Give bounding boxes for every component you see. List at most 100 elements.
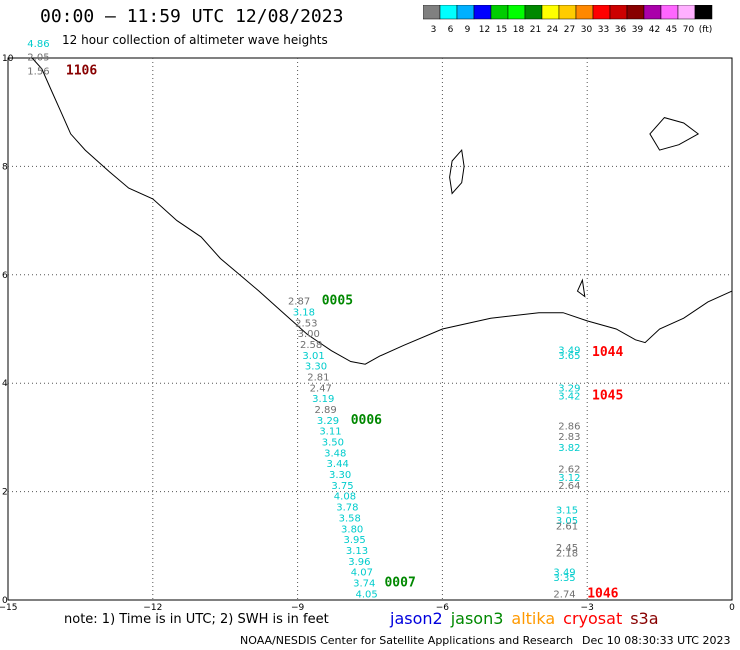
- wave-height-label: 2.61: [556, 522, 578, 533]
- y-tick-label: 10: [2, 54, 14, 64]
- wave-height-label: 2.81: [307, 372, 329, 383]
- wave-height-label: 3.00: [298, 329, 320, 340]
- wave-height-label: 3.75: [331, 481, 353, 492]
- y-tick-label: 8: [2, 162, 8, 172]
- wave-height-label: 3.15: [556, 505, 578, 516]
- wave-height-label: 3.49: [553, 568, 575, 579]
- colorbar-label: 24: [547, 25, 559, 35]
- wave-height-label: 4.07: [351, 568, 373, 579]
- lake-outline: [449, 148, 465, 195]
- colorbar-label: 70: [683, 25, 695, 35]
- wave-height-label: 3.65: [558, 351, 580, 362]
- colorbar-label: 21: [530, 25, 541, 35]
- timestamp-footer: Dec 10 08:30:33 UTC 2023: [582, 634, 731, 647]
- wave-height-label: 3.96: [348, 557, 370, 568]
- wave-height-label: 3.19: [312, 394, 334, 405]
- x-tick-label: −9: [291, 603, 305, 610]
- satellite-legend: jason2 jason3 altika cryosat s3a: [390, 609, 667, 628]
- y-tick-label: 0: [2, 596, 8, 606]
- wave-height-label: 3.18: [293, 307, 315, 318]
- wave-height-label: 3.11: [319, 427, 341, 438]
- wave-height-colorbar: 3 6 9 12 15 18 21 24 27 30 33 36 39 42 45 70 (ft): [423, 5, 713, 35]
- map-frame: [7, 57, 733, 601]
- wave-height-label: 2.64: [558, 481, 580, 492]
- wave-height-label: 1.56: [27, 66, 49, 77]
- pass-time-label: 1044: [592, 345, 623, 360]
- y-tick-label: 6: [2, 271, 8, 281]
- wave-height-label: 2.83: [558, 432, 580, 443]
- colorbar-label: 33: [598, 25, 609, 35]
- colorbar-label: 36: [615, 25, 627, 35]
- map-title: 00:00 – 11:59 UTC 12/08/2023: [40, 6, 344, 27]
- wave-height-label: 3.01: [302, 351, 324, 362]
- wave-height-label: 3.05: [556, 516, 578, 527]
- pass-time-label: 1106: [66, 63, 97, 78]
- wave-height-label: 3.42: [558, 391, 580, 402]
- satellite-legend-item: altika: [511, 609, 556, 628]
- wave-height-label: 3.12: [558, 473, 580, 484]
- satellite-legend-item: jason2: [390, 609, 443, 628]
- colorbar-label: 30: [581, 25, 593, 35]
- satellite-legend-item: jason3: [450, 609, 504, 628]
- colorbar-label: 9: [465, 25, 471, 35]
- wave-height-label: 3.35: [553, 573, 575, 584]
- colorbar-label: 42: [649, 25, 660, 35]
- lake-outline: [576, 278, 586, 298]
- colorbar-label: (ft): [699, 25, 713, 35]
- wave-height-label: 2.74: [553, 589, 575, 600]
- colorbar-label: 3: [431, 25, 437, 35]
- wave-height-label: 2.86: [558, 421, 580, 432]
- colorbar-label: 12: [479, 25, 490, 35]
- wave-height-label: 3.29: [558, 383, 580, 394]
- wave-height-label: 2.53: [295, 318, 317, 329]
- colorbar-label: 39: [632, 25, 644, 35]
- wave-height-label: 4.08: [334, 492, 356, 503]
- x-tick-label: 0: [729, 603, 735, 610]
- wave-height-label: 2.05: [27, 53, 49, 64]
- wave-height-label: 3.30: [329, 470, 351, 481]
- colorbar-label: 18: [513, 25, 525, 35]
- y-tick-label: 2: [2, 488, 8, 498]
- colorbar-label: 45: [666, 25, 677, 35]
- wave-height-label: 4.86: [27, 39, 49, 50]
- coastline: [31, 57, 733, 365]
- satellite-legend-item: s3a: [630, 609, 659, 628]
- colorbar-label: 6: [448, 25, 454, 35]
- credit-footer: NOAA/NESDIS Center for Satellite Applica…: [240, 634, 574, 647]
- lake-outline: [649, 117, 700, 151]
- wave-height-label: 2.62: [558, 465, 580, 476]
- wave-height-label: 3.74: [353, 578, 375, 589]
- colorbar-label: 15: [496, 25, 507, 35]
- wave-height-label: 2.87: [288, 297, 310, 308]
- x-tick-label: −12: [143, 603, 162, 610]
- colorbar-swatch: [694, 5, 713, 20]
- wave-height-label: 3.49: [558, 345, 580, 356]
- wave-height-label: 2.18: [556, 549, 578, 560]
- wave-height-label: 3.44: [327, 459, 349, 470]
- wave-height-label: 4.05: [356, 589, 378, 600]
- wave-height-label: 3.58: [339, 513, 361, 524]
- satellite-legend-item: cryosat: [563, 609, 623, 628]
- wave-height-label: 3.78: [336, 503, 358, 514]
- colorbar-label: 27: [564, 25, 575, 35]
- wave-height-label: 3.30: [305, 362, 327, 373]
- x-tick-label: −6: [436, 603, 450, 610]
- wave-height-map: −15 −12 −9 −6 −3 0 0 2 4 6 8 10 4.86 2.05 1.56 1106 2.87…: [0, 39, 735, 610]
- wave-height-label: 2.58: [300, 340, 322, 351]
- wave-height-label: 2.47: [310, 383, 332, 394]
- units-note: note: 1) Time is in UTC; 2) SWH is in fe…: [64, 612, 329, 627]
- map-subtitle: 12 hour collection of altimeter wave hei…: [62, 33, 328, 47]
- x-tick-label: −3: [581, 603, 594, 610]
- wave-height-label: 3.29: [317, 416, 339, 427]
- wave-height-label: 3.95: [343, 535, 365, 546]
- pass-time-label: 0005: [322, 294, 353, 309]
- pass-time-label: 0006: [351, 413, 382, 428]
- wave-height-label: 3.13: [346, 546, 368, 557]
- wave-height-label: 2.89: [314, 405, 336, 416]
- pass-time-label: 1046: [587, 586, 618, 601]
- x-tick-label: −15: [0, 603, 18, 610]
- wave-height-label: 3.48: [324, 448, 346, 459]
- wave-height-label: 3.82: [558, 443, 580, 454]
- wave-height-label: 3.50: [322, 438, 344, 449]
- pass-time-label: 1045: [592, 388, 623, 403]
